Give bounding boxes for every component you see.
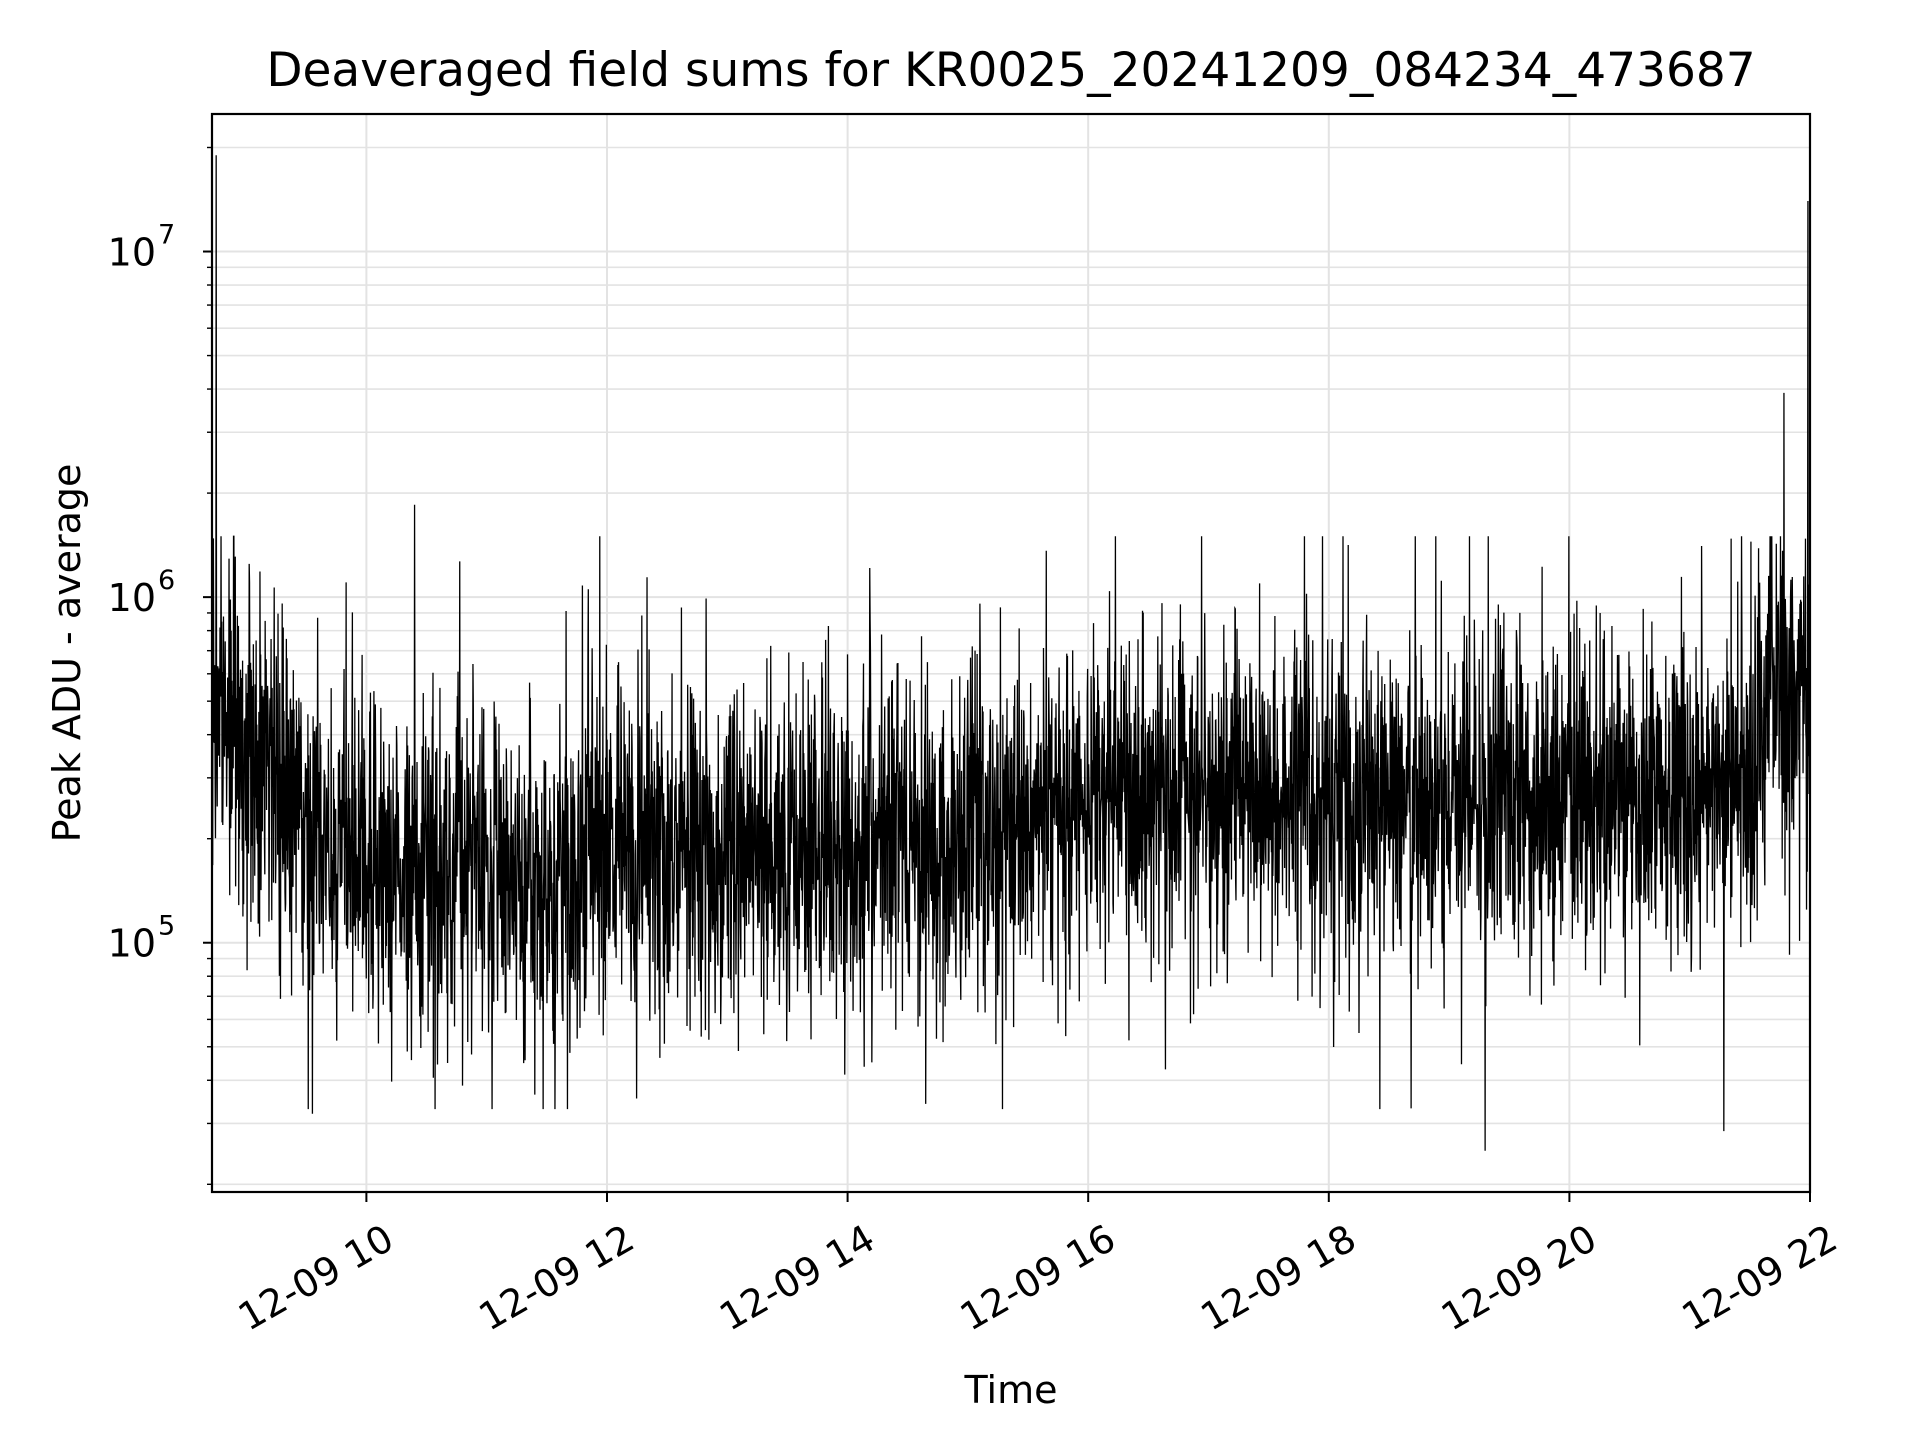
y-tick-exponent: 5 (158, 911, 175, 942)
y-tick-label: 10 (108, 576, 156, 620)
y-tick-exponent: 6 (158, 565, 175, 596)
y-axis-label: Peak ADU - average (45, 464, 89, 843)
chart-title: Deaveraged field sums for KR0025_2024120… (266, 43, 1755, 98)
y-tick-label: 10 (108, 922, 156, 966)
series-layer (211, 155, 1811, 1151)
series-line (211, 155, 1811, 1151)
y-tick-exponent: 7 (158, 220, 175, 251)
plot-frame (210, 112, 1812, 1194)
y-tick-label: 10 (108, 231, 156, 275)
x-axis-label: Time (964, 1368, 1058, 1412)
